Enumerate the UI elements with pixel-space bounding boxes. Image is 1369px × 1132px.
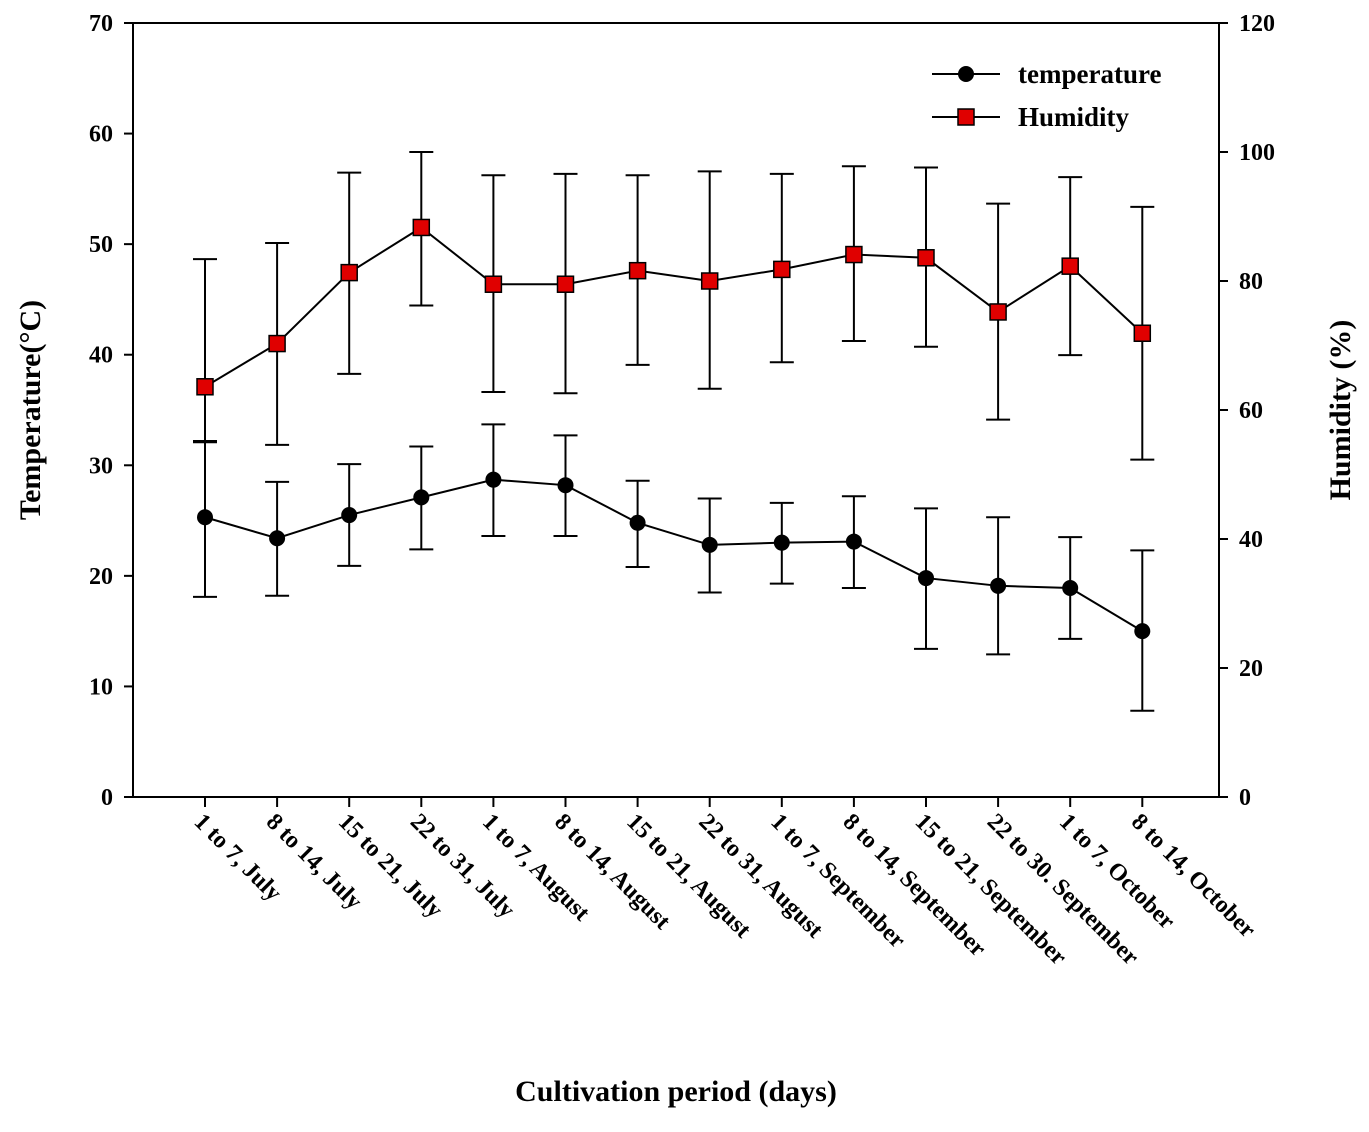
legend-label-temperature: temperature — [1018, 59, 1161, 89]
data-point — [773, 534, 790, 551]
right-tick-label: 0 — [1239, 785, 1251, 811]
data-point — [485, 471, 502, 488]
right-tick-label: 40 — [1239, 527, 1263, 553]
left-tick-label: 30 — [89, 453, 113, 479]
left-tick-label: 70 — [89, 11, 113, 37]
legend-marker-temperature — [958, 66, 974, 82]
data-point — [917, 249, 935, 267]
data-point — [197, 509, 213, 526]
right-tick-label: 100 — [1239, 140, 1275, 166]
data-point — [629, 514, 646, 531]
data-point — [556, 275, 575, 293]
x-tick-label: 8 to 14, October — [1126, 809, 1261, 944]
data-point — [1062, 580, 1079, 597]
data-point — [918, 570, 934, 587]
data-point — [412, 218, 431, 237]
legend-marker-humidity — [957, 108, 975, 126]
data-point — [990, 577, 1007, 594]
data-point — [340, 263, 358, 282]
data-point — [700, 272, 719, 290]
data-point — [1134, 623, 1151, 640]
left-tick-label: 60 — [89, 122, 113, 148]
data-point — [557, 477, 574, 494]
left-tick-label: 40 — [89, 343, 113, 369]
legend-label-humidity: Humidity — [1018, 102, 1130, 132]
left-tick-label: 50 — [89, 232, 113, 258]
series-line — [204, 226, 1143, 388]
left-tick-label: 10 — [89, 674, 113, 700]
data-point — [484, 275, 503, 293]
data-point — [845, 533, 862, 550]
data-point — [773, 260, 791, 279]
right-tick-label: 60 — [1239, 398, 1263, 424]
data-point — [1061, 257, 1079, 275]
right-tick-label: 80 — [1239, 269, 1263, 295]
data-point — [1133, 324, 1152, 342]
x-axis-title: Cultivation period (days) — [515, 1075, 837, 1108]
data-point — [196, 378, 214, 396]
left-axis-title: Temperature(°C) — [14, 300, 47, 520]
left-axis: 0 10 20 30 40 50 60 70 — [89, 11, 133, 811]
data-point — [268, 334, 286, 353]
right-axis-title: Humidity (%) — [1324, 320, 1357, 501]
left-tick-label: 20 — [89, 564, 113, 590]
data-point — [701, 536, 718, 553]
right-axis: 0 20 40 60 80 100 120 — [1219, 11, 1275, 811]
data-point — [341, 507, 358, 524]
data-point — [989, 303, 1007, 321]
data-point — [413, 489, 430, 506]
plot-frame — [132, 22, 1220, 798]
data-point — [845, 245, 863, 264]
data-point — [628, 261, 647, 280]
right-tick-label: 120 — [1239, 11, 1275, 37]
series-temperature — [193, 423, 1155, 712]
series-line — [204, 478, 1143, 633]
series-layer — [193, 151, 1155, 712]
x-tick-label: 22 to 31, August — [693, 809, 827, 943]
x-tick-label: 15 to 21, August — [621, 809, 755, 943]
legend: temperature Humidity — [932, 59, 1161, 132]
right-tick-label: 20 — [1239, 656, 1263, 682]
x-tick-label: 1 to 7, September — [766, 809, 911, 954]
data-point — [269, 530, 286, 547]
series-humidity — [193, 151, 1155, 461]
left-tick-label: 0 — [101, 785, 113, 811]
